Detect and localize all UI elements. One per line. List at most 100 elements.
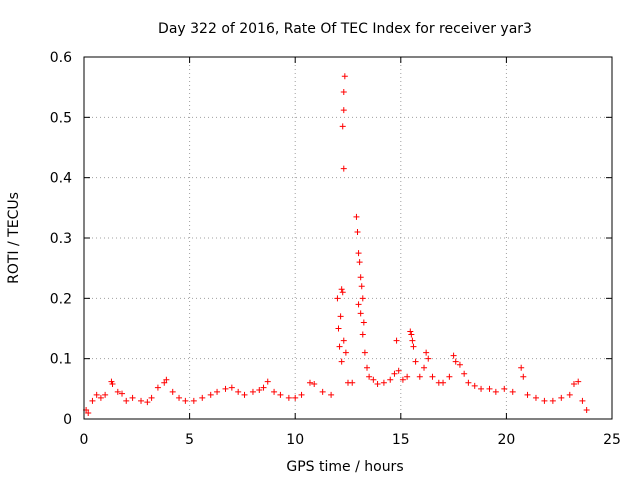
data-point xyxy=(354,228,361,235)
data-point xyxy=(361,349,368,356)
x-tick-label: 25 xyxy=(603,432,621,448)
data-points xyxy=(83,73,590,416)
data-point xyxy=(337,313,344,320)
x-tick-label: 15 xyxy=(392,432,410,448)
data-point xyxy=(249,388,256,395)
data-point xyxy=(566,391,573,398)
data-point xyxy=(328,391,335,398)
x-tick-label: 10 xyxy=(286,432,304,448)
data-point xyxy=(518,364,525,371)
data-point xyxy=(471,382,478,389)
data-point xyxy=(492,388,499,395)
data-point xyxy=(93,391,100,398)
data-point xyxy=(335,325,342,332)
y-tick-labels: 0 0.1 0.2 0.3 0.4 0.5 0.6 xyxy=(50,50,72,428)
data-point xyxy=(340,165,347,172)
y-tick-label: 0 xyxy=(63,412,72,428)
data-point xyxy=(357,310,364,317)
data-point xyxy=(570,381,577,388)
data-point xyxy=(260,384,267,391)
data-point xyxy=(366,373,373,380)
data-point xyxy=(85,409,92,416)
data-point xyxy=(114,388,121,395)
data-point xyxy=(190,397,197,404)
data-point xyxy=(357,274,364,281)
data-point xyxy=(340,337,347,344)
y-tick-label: 0.3 xyxy=(50,231,72,247)
y-tick-label: 0.2 xyxy=(50,291,72,307)
data-point xyxy=(461,370,468,377)
data-point xyxy=(349,379,356,386)
data-point xyxy=(292,394,299,401)
data-point xyxy=(154,384,161,391)
data-point xyxy=(339,123,346,130)
data-point xyxy=(374,381,381,388)
data-point xyxy=(319,388,326,395)
data-point xyxy=(311,381,318,388)
data-point xyxy=(370,376,377,383)
data-point xyxy=(399,376,406,383)
x-tick-label: 20 xyxy=(497,432,515,448)
data-point xyxy=(334,295,341,302)
data-point xyxy=(407,328,414,335)
grid xyxy=(84,57,612,419)
data-point xyxy=(391,370,398,377)
data-point xyxy=(340,88,347,95)
y-tick-label: 0.6 xyxy=(50,50,72,66)
data-point xyxy=(97,394,104,401)
data-point xyxy=(358,283,365,290)
data-point xyxy=(364,364,371,371)
data-point xyxy=(387,376,394,383)
data-point xyxy=(199,394,206,401)
data-point xyxy=(182,397,189,404)
data-point xyxy=(336,343,343,350)
data-point xyxy=(395,367,402,374)
data-point xyxy=(393,337,400,344)
data-point xyxy=(129,394,136,401)
data-point xyxy=(163,376,170,383)
data-point xyxy=(123,397,130,404)
data-point xyxy=(440,379,447,386)
data-point xyxy=(306,379,313,386)
data-point xyxy=(423,349,430,356)
data-point xyxy=(144,399,151,406)
data-point xyxy=(355,250,362,257)
y-axis-title: ROTI / TECUs xyxy=(6,192,22,284)
data-point xyxy=(541,397,548,404)
data-point xyxy=(425,355,432,362)
data-point xyxy=(549,397,556,404)
data-point xyxy=(340,107,347,114)
data-point xyxy=(119,390,126,397)
data-point xyxy=(446,373,453,380)
y-tick-label: 0.1 xyxy=(50,352,72,368)
data-point xyxy=(355,301,362,308)
data-point xyxy=(277,391,284,398)
data-point xyxy=(207,391,214,398)
data-point xyxy=(524,391,531,398)
data-point xyxy=(486,385,493,392)
data-point xyxy=(222,385,229,392)
data-point xyxy=(102,391,109,398)
data-point xyxy=(579,397,586,404)
data-point xyxy=(342,349,349,356)
chart-title: Day 322 of 2016, Rate Of TEC Index for r… xyxy=(158,21,532,37)
data-point xyxy=(575,378,582,385)
data-point xyxy=(298,391,305,398)
x-axis-title: GPS time / hours xyxy=(286,459,403,475)
data-point xyxy=(452,358,459,365)
data-point xyxy=(148,394,155,401)
x-tick-label: 0 xyxy=(80,432,89,448)
data-point xyxy=(416,373,423,380)
data-point xyxy=(338,358,345,365)
y-tick-label: 0.4 xyxy=(50,171,72,187)
data-point xyxy=(465,379,472,386)
data-point xyxy=(356,259,363,266)
data-point xyxy=(509,388,516,395)
data-point xyxy=(583,406,590,413)
y-tick-label: 0.5 xyxy=(50,110,72,126)
data-point xyxy=(380,379,387,386)
x-tick-labels: 0 5 10 15 20 25 xyxy=(80,432,621,448)
data-point xyxy=(228,384,235,391)
data-point xyxy=(169,388,176,395)
